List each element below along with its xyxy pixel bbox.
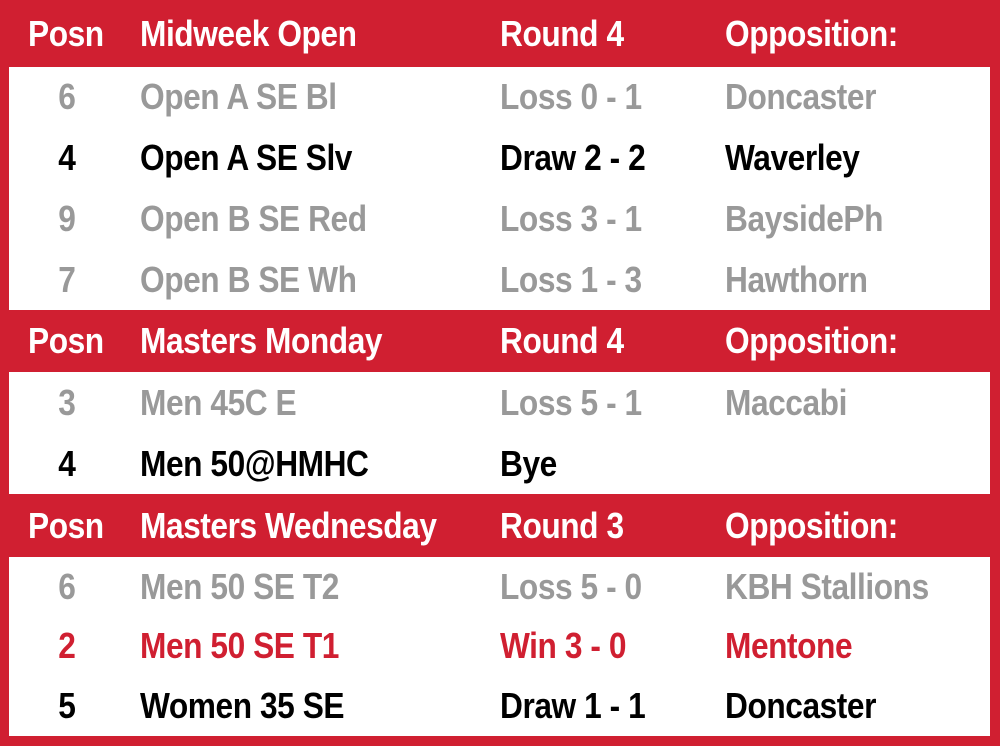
row-posn: 6 [58,76,76,118]
row-posn: 5 [58,685,76,727]
row-opponent: KBH Stallions [725,565,929,607]
section-header: Posn Midweek Open Round 4 Opposition: [0,0,1000,67]
row-posn: 6 [58,565,76,607]
row-team: Men 45C E [140,381,297,423]
section-header: Posn Masters Wednesday Round 3 Opposition: [0,494,1000,557]
row-team: Open B SE Wh [140,258,357,300]
row-result: Loss 5 - 1 [500,381,642,423]
table-row: 4 Men 50@HMHC Bye [0,433,1000,494]
table-row: 6 Open A SE Bl Loss 0 - 1 Doncaster [0,67,1000,128]
header-round: Round 3 [500,504,624,546]
row-opponent: BaysidePh [725,197,884,239]
table-row: 6 Men 50 SE T2 Loss 5 - 0 KBH Stallions [0,557,1000,617]
header-posn: Posn [28,504,104,546]
row-result: Loss 0 - 1 [500,76,642,118]
row-opponent: Mentone [725,625,853,667]
row-result: Loss 3 - 1 [500,197,642,239]
row-result: Loss 1 - 3 [500,258,642,300]
table-row: 2 Men 50 SE T1 Win 3 - 0 Mentone [0,617,1000,677]
table-row: 7 Open B SE Wh Loss 1 - 3 Hawthorn [0,249,1000,310]
table-row: 3 Men 45C E Loss 5 - 1 Maccabi [0,372,1000,433]
table-row: 5 Women 35 SE Draw 1 - 1 Doncaster [0,676,1000,736]
row-result: Loss 5 - 0 [500,565,642,607]
row-team: Open B SE Red [140,197,367,239]
row-team: Open A SE Bl [140,76,337,118]
row-opponent: Doncaster [725,685,876,727]
row-result: Bye [500,442,557,484]
row-opponent: Waverley [725,137,860,179]
row-posn: 4 [58,442,76,484]
header-round: Round 4 [500,12,624,54]
row-posn: 4 [58,137,76,179]
row-opponent: Doncaster [725,76,876,118]
row-team: Men 50 SE T2 [140,565,339,607]
header-competition: Masters Monday [140,320,383,361]
section-header: Posn Masters Monday Round 4 Opposition: [0,310,1000,372]
header-competition: Midweek Open [140,12,357,54]
table-row: 4 Open A SE Slv Draw 2 - 2 Waverley [0,128,1000,189]
row-opponent: Hawthorn [725,258,868,300]
row-team: Men 50 SE T1 [140,625,339,667]
row-team: Open A SE Slv [140,137,352,179]
section-body [9,372,990,494]
row-opponent: Maccabi [725,381,847,423]
header-opposition: Opposition: [725,12,898,54]
row-result: Draw 2 - 2 [500,137,646,179]
row-posn: 3 [58,381,76,423]
header-round: Round 4 [500,320,624,361]
header-competition: Masters Wednesday [140,504,437,546]
header-opposition: Opposition: [725,320,898,361]
row-team: Men 50@HMHC [140,442,369,484]
row-result: Win 3 - 0 [500,625,627,667]
row-result: Draw 1 - 1 [500,685,646,727]
row-posn: 9 [58,197,76,239]
section-body [9,67,990,310]
header-posn: Posn [28,12,104,54]
header-posn: Posn [28,320,104,361]
row-team: Women 35 SE [140,685,345,727]
section-body [9,557,990,736]
table-row: 9 Open B SE Red Loss 3 - 1 BaysidePh [0,189,1000,250]
header-opposition: Opposition: [725,504,898,546]
row-posn: 2 [58,625,76,667]
row-posn: 7 [58,258,76,300]
